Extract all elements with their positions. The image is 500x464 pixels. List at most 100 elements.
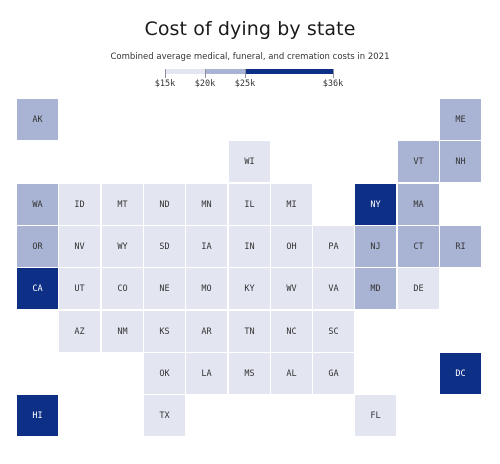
state-label: KS — [159, 326, 170, 337]
state-label: MN — [201, 199, 212, 210]
state-label: AK — [32, 114, 43, 125]
state-tile-ca: CA — [17, 268, 58, 309]
state-tile-nv: NV — [59, 226, 100, 267]
state-label: CT — [413, 241, 424, 252]
state-label: ID — [74, 199, 85, 210]
state-tile-mn: MN — [186, 184, 227, 225]
state-label: SC — [328, 326, 339, 337]
state-label: NY — [370, 199, 381, 210]
state-label: LA — [201, 368, 212, 379]
state-label: FL — [370, 410, 381, 421]
state-tile-va: VA — [313, 268, 354, 309]
state-label: CO — [117, 283, 128, 294]
state-label: NE — [159, 283, 170, 294]
state-tile-ma: MA — [398, 184, 439, 225]
state-label: WA — [32, 199, 43, 210]
state-tile-az: AZ — [59, 311, 100, 352]
state-label: MT — [117, 199, 128, 210]
state-tile-wv: WV — [271, 268, 312, 309]
state-tile-ms: MS — [229, 353, 270, 394]
state-tile-ut: UT — [59, 268, 100, 309]
state-tile-id: ID — [59, 184, 100, 225]
state-label: HI — [32, 410, 43, 421]
state-label: CA — [32, 283, 43, 294]
state-tile-sc: SC — [313, 311, 354, 352]
state-label: IA — [201, 241, 212, 252]
state-tile-co: CO — [102, 268, 143, 309]
legend-segment — [205, 69, 245, 74]
state-tile-il: IL — [229, 184, 270, 225]
state-tile-ok: OK — [144, 353, 185, 394]
state-tile-dc: DC — [440, 353, 481, 394]
state-label: OR — [32, 241, 43, 252]
state-tile-oh: OH — [271, 226, 312, 267]
legend-tick-label: $25k — [234, 79, 256, 89]
state-label: UT — [74, 283, 85, 294]
state-label: MD — [370, 283, 381, 294]
state-tile-nh: NH — [440, 141, 481, 182]
legend-segment — [245, 69, 333, 74]
state-label: AR — [201, 326, 212, 337]
legend-tick-label: $20k — [194, 79, 216, 89]
state-tile-tx: TX — [144, 395, 185, 436]
state-tile-ga: GA — [313, 353, 354, 394]
state-tile-mo: MO — [186, 268, 227, 309]
state-label: ME — [455, 114, 466, 125]
state-label: NJ — [370, 241, 381, 252]
state-tile-ky: KY — [229, 268, 270, 309]
state-tile-nm: NM — [102, 311, 143, 352]
state-label: DC — [455, 368, 466, 379]
state-tile-ks: KS — [144, 311, 185, 352]
legend-tick-label: $15k — [154, 79, 176, 89]
state-tile-wa: WA — [17, 184, 58, 225]
color-legend: $15k $20k $25k $36k — [0, 0, 500, 100]
state-tile-de: DE — [398, 268, 439, 309]
state-label: KY — [244, 283, 255, 294]
state-label: NH — [455, 156, 466, 167]
state-label: IL — [244, 199, 255, 210]
state-tile-al: AL — [271, 353, 312, 394]
state-label: MO — [201, 283, 212, 294]
chart-subtitle: Combined average medical, funeral, and c… — [110, 52, 390, 62]
state-label: ND — [159, 199, 170, 210]
legend-tick — [205, 69, 206, 78]
state-tile-sd: SD — [144, 226, 185, 267]
state-tile-mi: MI — [271, 184, 312, 225]
state-tile-hi: HI — [17, 395, 58, 436]
state-label: MI — [286, 199, 297, 210]
state-tile-pa: PA — [313, 226, 354, 267]
state-label: WV — [286, 283, 297, 294]
state-tile-vt: VT — [398, 141, 439, 182]
state-label: VA — [328, 283, 339, 294]
legend-tick-label: $36k — [322, 79, 344, 89]
state-tile-mt: MT — [102, 184, 143, 225]
legend-segment — [165, 69, 205, 74]
state-label: IN — [244, 241, 255, 252]
state-tile-tn: TN — [229, 311, 270, 352]
state-label: AL — [286, 368, 297, 379]
state-tile-md: MD — [355, 268, 396, 309]
legend-tick — [333, 69, 334, 78]
state-tile-ny: NY — [355, 184, 396, 225]
state-tile-ia: IA — [186, 226, 227, 267]
state-label: PA — [328, 241, 339, 252]
state-label: MA — [413, 199, 424, 210]
state-label: OK — [159, 368, 170, 379]
state-label: MS — [244, 368, 255, 379]
state-tile-fl: FL — [355, 395, 396, 436]
state-tile-ri: RI — [440, 226, 481, 267]
state-tile-ak: AK — [17, 99, 58, 140]
state-label: WI — [244, 156, 255, 167]
state-label: NM — [117, 326, 128, 337]
state-label: NC — [286, 326, 297, 337]
state-tile-la: LA — [186, 353, 227, 394]
state-label: TN — [244, 326, 255, 337]
state-label: NV — [74, 241, 85, 252]
state-tile-or: OR — [17, 226, 58, 267]
state-tile-ne: NE — [144, 268, 185, 309]
state-label: VT — [413, 156, 424, 167]
state-label: AZ — [74, 326, 85, 337]
state-tile-ct: CT — [398, 226, 439, 267]
state-tile-nc: NC — [271, 311, 312, 352]
